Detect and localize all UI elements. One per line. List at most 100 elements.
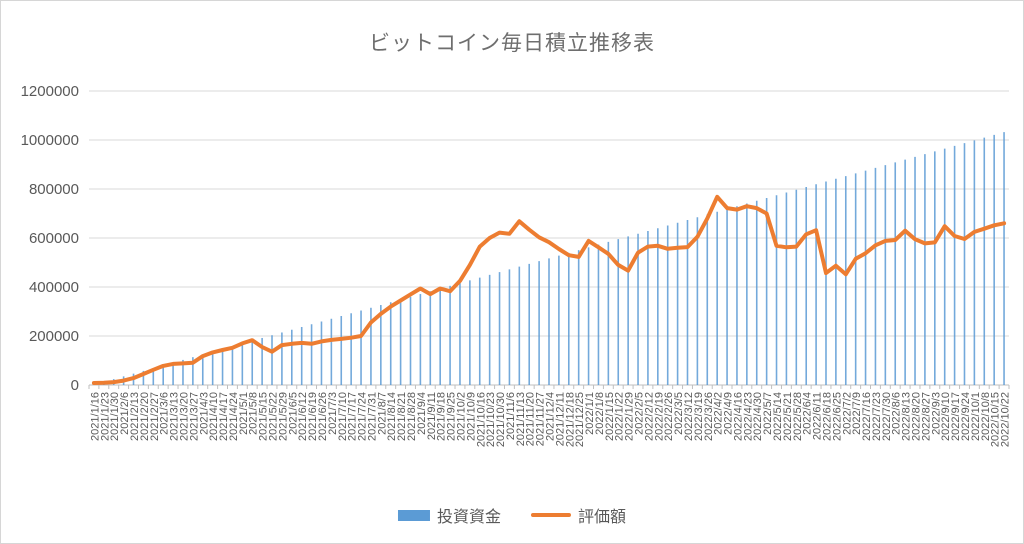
svg-text:2022/6/11: 2022/6/11 [812, 392, 824, 440]
svg-text:2021/4/3: 2021/4/3 [198, 392, 210, 435]
svg-text:600000: 600000 [29, 230, 79, 247]
x-axis-ticks [88, 385, 1010, 389]
svg-text:2022/9/17: 2022/9/17 [950, 392, 962, 441]
svg-text:2022/2/5: 2022/2/5 [634, 392, 646, 435]
svg-text:2021/12/18: 2021/12/18 [564, 392, 576, 447]
svg-text:2021/10/30: 2021/10/30 [495, 392, 507, 447]
svg-text:2022/4/30: 2022/4/30 [752, 392, 764, 441]
svg-text:2022/10/8: 2022/10/8 [980, 392, 992, 441]
svg-text:2021/8/7: 2021/8/7 [376, 392, 388, 435]
svg-text:2021/8/28: 2021/8/28 [406, 392, 418, 441]
investment-bars-series [93, 132, 1005, 385]
svg-text:2022/5/7: 2022/5/7 [762, 392, 774, 435]
svg-text:2022/1/8: 2022/1/8 [594, 392, 606, 435]
svg-text:2021/3/13: 2021/3/13 [169, 392, 181, 441]
svg-text:2022/3/12: 2022/3/12 [683, 392, 695, 441]
svg-text:2022/7/23: 2022/7/23 [871, 392, 883, 441]
svg-text:2022/4/23: 2022/4/23 [742, 392, 754, 441]
svg-text:2022/7/9: 2022/7/9 [851, 392, 863, 435]
svg-text:2021/5/1: 2021/5/1 [238, 392, 250, 435]
svg-text:2021/7/3: 2021/7/3 [327, 392, 339, 435]
svg-text:2021/8/14: 2021/8/14 [386, 392, 398, 441]
svg-text:2021/2/6: 2021/2/6 [119, 392, 131, 435]
x-axis-labels: 2021/1/162021/1/232021/1/302021/2/62021/… [89, 392, 1011, 447]
svg-text:2022/10/1: 2022/10/1 [970, 392, 982, 441]
svg-text:2021/2/27: 2021/2/27 [149, 392, 161, 441]
svg-text:2022/5/28: 2022/5/28 [792, 392, 804, 441]
svg-text:2022/7/16: 2022/7/16 [861, 392, 873, 441]
y-axis-labels: 0 200000 400000 600000 800000 1000000 1200000 [21, 83, 79, 394]
svg-text:2022/6/18: 2022/6/18 [821, 392, 833, 441]
svg-text:2021/10/16: 2021/10/16 [475, 392, 487, 447]
chart-title: ビットコイン毎日積立推移表 [369, 32, 655, 55]
svg-text:2022/4/16: 2022/4/16 [732, 392, 744, 441]
svg-text:2021/5/15: 2021/5/15 [258, 392, 270, 441]
svg-text:2022/3/19: 2022/3/19 [693, 392, 705, 441]
svg-text:2021/7/31: 2021/7/31 [366, 392, 378, 441]
svg-text:2022/10/15: 2022/10/15 [990, 392, 1002, 447]
svg-text:2022/10/22: 2022/10/22 [1000, 392, 1012, 447]
svg-text:2021/5/22: 2021/5/22 [268, 392, 280, 441]
svg-text:2021/3/20: 2021/3/20 [178, 392, 190, 441]
svg-text:2021/4/10: 2021/4/10 [208, 392, 220, 441]
legend: 投資資金 評価額 [397, 503, 626, 527]
svg-text:2021/5/29: 2021/5/29 [277, 392, 289, 441]
legend-item-valuation: 評価額 [531, 503, 626, 527]
svg-text:800000: 800000 [29, 181, 79, 198]
svg-text:2021/1/23: 2021/1/23 [99, 392, 111, 441]
svg-text:2021/9/11: 2021/9/11 [426, 392, 438, 440]
svg-text:2021/10/2: 2021/10/2 [455, 392, 467, 441]
legend-item-investment: 投資資金 [397, 503, 501, 527]
svg-text:2021/9/4: 2021/9/4 [416, 392, 428, 435]
svg-text:2021/2/13: 2021/2/13 [129, 392, 141, 441]
svg-text:2021/11/27: 2021/11/27 [535, 392, 547, 446]
legend-label-valuation: 評価額 [578, 509, 627, 526]
svg-text:2021/12/4: 2021/12/4 [545, 392, 557, 441]
svg-text:0: 0 [71, 377, 79, 394]
svg-text:2022/5/21: 2022/5/21 [782, 392, 794, 441]
valuation-line-series [91, 194, 1007, 385]
svg-text:2022/2/12: 2022/2/12 [643, 392, 655, 441]
svg-text:1200000: 1200000 [21, 83, 79, 100]
svg-text:2021/4/24: 2021/4/24 [228, 392, 240, 441]
svg-text:2022/4/9: 2022/4/9 [723, 392, 735, 435]
svg-text:2022/6/25: 2022/6/25 [831, 392, 843, 441]
svg-text:2021/5/8: 2021/5/8 [248, 392, 260, 435]
svg-text:2021/9/18: 2021/9/18 [436, 392, 448, 441]
svg-text:400000: 400000 [29, 279, 79, 296]
svg-text:2021/6/26: 2021/6/26 [317, 392, 329, 441]
svg-text:2022/9/24: 2022/9/24 [960, 392, 972, 441]
svg-text:2021/11/13: 2021/11/13 [515, 392, 527, 446]
svg-text:2021/3/6: 2021/3/6 [159, 392, 171, 435]
svg-text:2022/1/29: 2022/1/29 [624, 392, 636, 441]
svg-text:2021/9/25: 2021/9/25 [446, 392, 458, 441]
svg-text:2021/7/17: 2021/7/17 [347, 392, 359, 441]
svg-text:2022/8/27: 2022/8/27 [920, 392, 932, 441]
svg-text:2022/9/10: 2022/9/10 [940, 392, 952, 441]
svg-text:2021/3/27: 2021/3/27 [188, 392, 200, 441]
svg-text:2022/8/6: 2022/8/6 [891, 392, 903, 435]
svg-text:2021/8/21: 2021/8/21 [396, 392, 408, 441]
svg-text:2021/6/19: 2021/6/19 [307, 392, 319, 441]
valuation-series-swatch-icon [531, 513, 571, 517]
legend-label-investment: 投資資金 [436, 509, 501, 526]
svg-text:2021/7/24: 2021/7/24 [357, 392, 369, 441]
svg-text:2022/2/19: 2022/2/19 [653, 392, 665, 441]
svg-text:2021/6/12: 2021/6/12 [297, 392, 309, 441]
svg-text:2021/10/23: 2021/10/23 [485, 392, 497, 447]
svg-text:2022/2/26: 2022/2/26 [663, 392, 675, 441]
svg-text:2021/11/6: 2021/11/6 [505, 392, 517, 440]
svg-text:2022/4/2: 2022/4/2 [713, 392, 725, 435]
svg-text:2021/12/11: 2021/12/11 [554, 392, 566, 446]
svg-text:2021/7/10: 2021/7/10 [337, 392, 349, 441]
svg-text:2021/10/9: 2021/10/9 [465, 392, 477, 441]
svg-text:2021/12/25: 2021/12/25 [574, 392, 586, 447]
svg-text:2021/1/30: 2021/1/30 [109, 392, 121, 441]
svg-text:2021/6/5: 2021/6/5 [287, 392, 299, 435]
svg-text:2022/7/30: 2022/7/30 [881, 392, 893, 441]
svg-text:2022/8/20: 2022/8/20 [911, 392, 923, 441]
svg-text:2022/1/1: 2022/1/1 [584, 392, 596, 435]
svg-text:2022/5/14: 2022/5/14 [772, 392, 784, 441]
